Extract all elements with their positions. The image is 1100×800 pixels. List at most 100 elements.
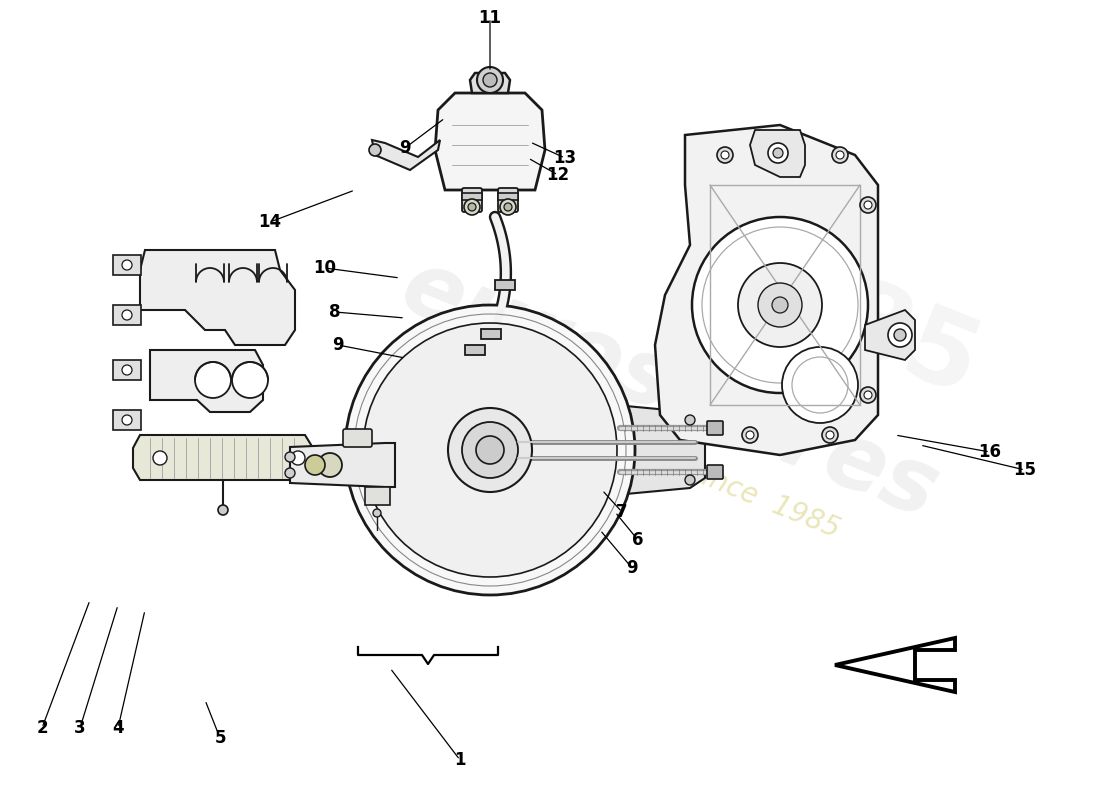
Circle shape — [888, 323, 912, 347]
Circle shape — [860, 197, 876, 213]
Circle shape — [122, 415, 132, 425]
Text: 3: 3 — [74, 719, 86, 737]
Polygon shape — [290, 443, 395, 487]
Text: eurospares: eurospares — [389, 242, 952, 538]
Circle shape — [702, 227, 858, 383]
FancyBboxPatch shape — [462, 188, 482, 212]
Circle shape — [792, 357, 848, 413]
Circle shape — [476, 436, 504, 464]
Circle shape — [782, 347, 858, 423]
FancyBboxPatch shape — [707, 465, 723, 479]
Circle shape — [500, 199, 516, 215]
Circle shape — [195, 362, 231, 398]
Polygon shape — [835, 638, 955, 692]
Text: 6: 6 — [632, 531, 644, 549]
Circle shape — [772, 297, 788, 313]
Circle shape — [720, 151, 729, 159]
Circle shape — [285, 468, 295, 478]
Circle shape — [860, 387, 876, 403]
Polygon shape — [865, 310, 915, 360]
Polygon shape — [615, 405, 705, 495]
Circle shape — [503, 197, 513, 207]
Polygon shape — [470, 73, 510, 93]
Circle shape — [345, 305, 635, 595]
Text: 11: 11 — [478, 9, 502, 27]
Circle shape — [773, 148, 783, 158]
Circle shape — [746, 431, 754, 439]
Circle shape — [836, 151, 844, 159]
Text: 8: 8 — [329, 303, 341, 321]
Text: 2: 2 — [36, 719, 47, 737]
Circle shape — [363, 323, 617, 577]
Bar — [498, 193, 518, 200]
Circle shape — [826, 431, 834, 439]
Bar — [113, 410, 141, 430]
Text: a passion for parts since  1985: a passion for parts since 1985 — [436, 357, 844, 543]
Polygon shape — [133, 435, 314, 480]
Circle shape — [468, 203, 476, 211]
FancyBboxPatch shape — [343, 429, 372, 447]
Text: 16: 16 — [979, 443, 1001, 461]
Text: 12: 12 — [547, 166, 570, 184]
Circle shape — [464, 199, 480, 215]
Circle shape — [717, 147, 733, 163]
Circle shape — [832, 147, 848, 163]
Circle shape — [768, 143, 788, 163]
Circle shape — [742, 427, 758, 443]
Polygon shape — [654, 125, 878, 455]
Bar — [462, 193, 482, 200]
Bar — [495, 280, 516, 290]
Text: 14: 14 — [258, 213, 282, 231]
Text: 9: 9 — [626, 559, 638, 577]
Circle shape — [504, 203, 512, 211]
Text: 1: 1 — [454, 751, 465, 769]
Circle shape — [448, 408, 532, 492]
Polygon shape — [140, 250, 295, 345]
Circle shape — [864, 391, 872, 399]
Circle shape — [692, 217, 868, 393]
Bar — [465, 345, 485, 355]
Circle shape — [758, 283, 802, 327]
Polygon shape — [372, 140, 440, 170]
Text: 10: 10 — [314, 259, 337, 277]
Circle shape — [477, 67, 503, 93]
Polygon shape — [365, 487, 390, 505]
Text: 9: 9 — [332, 336, 344, 354]
Polygon shape — [150, 350, 263, 412]
Text: 5: 5 — [214, 729, 225, 747]
Circle shape — [318, 453, 342, 477]
Text: 15: 15 — [1013, 461, 1036, 479]
Circle shape — [373, 509, 381, 517]
Circle shape — [285, 452, 295, 462]
Circle shape — [894, 329, 906, 341]
Bar — [113, 305, 141, 325]
Circle shape — [822, 427, 838, 443]
Circle shape — [122, 310, 132, 320]
Circle shape — [864, 201, 872, 209]
Bar — [113, 255, 141, 275]
Circle shape — [122, 260, 132, 270]
Text: 13: 13 — [553, 149, 576, 167]
Circle shape — [685, 415, 695, 425]
Bar — [481, 329, 500, 339]
Circle shape — [462, 422, 518, 478]
Circle shape — [483, 73, 497, 87]
Text: 9: 9 — [399, 139, 410, 157]
Polygon shape — [434, 93, 544, 190]
Bar — [113, 360, 141, 380]
Text: 1985: 1985 — [686, 219, 993, 421]
Circle shape — [468, 197, 477, 207]
Circle shape — [232, 362, 268, 398]
Circle shape — [305, 455, 324, 475]
Circle shape — [738, 263, 822, 347]
Circle shape — [122, 365, 132, 375]
FancyBboxPatch shape — [498, 188, 518, 212]
Polygon shape — [750, 130, 805, 177]
Text: 4: 4 — [112, 719, 124, 737]
Circle shape — [292, 451, 305, 465]
Text: 7: 7 — [616, 503, 628, 521]
Circle shape — [368, 144, 381, 156]
Circle shape — [685, 475, 695, 485]
FancyBboxPatch shape — [707, 421, 723, 435]
Circle shape — [153, 451, 167, 465]
